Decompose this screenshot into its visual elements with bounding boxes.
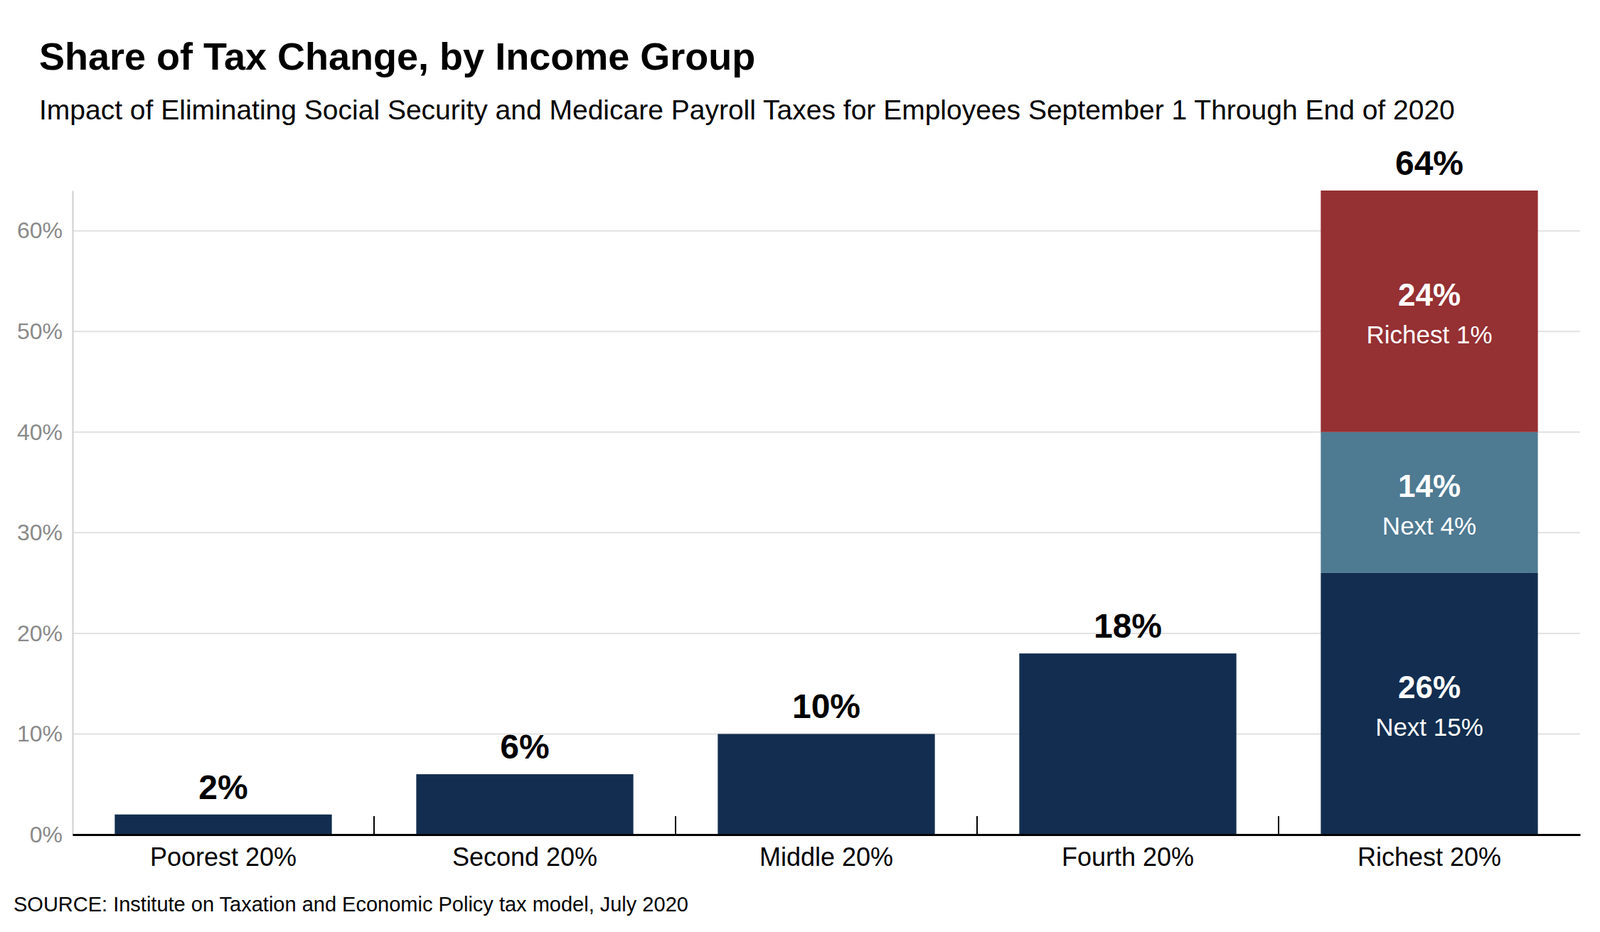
y-tick: 40% <box>17 418 73 445</box>
data-labels: 2% 6% 10% 18% 26% Next 15% 14% Next 4% 24% Riches… <box>198 144 1492 807</box>
x-tick: Fourth 20% <box>1061 834 1194 872</box>
x-tick: Middle 20% <box>759 834 894 872</box>
y-tick: 0% <box>29 822 73 848</box>
y-tick-label: 50% <box>17 318 63 345</box>
bar <box>1320 432 1538 574</box>
segment-name: Richest 1% <box>1366 320 1492 349</box>
y-tick: 50% <box>17 318 73 345</box>
y-tick-label: 30% <box>17 519 63 546</box>
x-tick-label: Richest 20% <box>1357 842 1502 872</box>
bar <box>1019 653 1236 835</box>
category-separator <box>674 816 677 835</box>
x-tick: Poorest 20% <box>150 834 297 872</box>
x-tick-label: Fourth 20% <box>1061 842 1194 872</box>
y-axis-line <box>72 191 74 836</box>
category-separators <box>374 816 1279 835</box>
y-tick-label: 40% <box>17 418 63 445</box>
subtitle: Impact of Eliminating Social Security an… <box>39 94 1455 126</box>
bar <box>717 733 935 835</box>
x-tick-label: Middle 20% <box>759 842 894 872</box>
x-tick: Second 20% <box>452 834 598 872</box>
segment-label: 26% <box>1398 669 1461 705</box>
title: Share of Tax Change, by Income Group <box>39 34 756 78</box>
y-tick-label: 0% <box>29 822 63 848</box>
value-label: 18% <box>1093 607 1162 645</box>
y-tick: 30% <box>17 519 73 546</box>
y-tick: 20% <box>17 620 73 647</box>
segment-label: 24% <box>1398 277 1461 313</box>
bar <box>1320 190 1538 433</box>
value-label: 10% <box>792 687 861 726</box>
bar <box>114 814 332 835</box>
y-tick: 10% <box>17 721 73 747</box>
x-axis-line <box>73 834 1581 837</box>
segment-label: 14% <box>1398 468 1461 504</box>
total-label: 64% <box>1395 144 1464 183</box>
segment-name: Next 4% <box>1382 512 1477 540</box>
x-tick-label: Second 20% <box>452 842 598 872</box>
x-tick: Richest 20% <box>1357 834 1502 872</box>
y-tick-label: 10% <box>17 721 63 747</box>
category-separator <box>373 816 375 835</box>
value-label: 6% <box>499 728 549 766</box>
x-tick-label: Poorest 20% <box>150 842 297 872</box>
bar <box>1320 573 1538 835</box>
y-axis: 0% 10% 20% 30% 40% 50% 60% <box>17 191 74 848</box>
y-tick-label: 60% <box>17 217 63 244</box>
grid-line <box>72 834 1581 836</box>
chart: Share of Tax Change, by Income Group Impa… <box>0 0 1600 932</box>
y-tick-label: 20% <box>17 620 63 647</box>
bar <box>416 774 633 835</box>
category-separator <box>1277 816 1280 835</box>
y-tick: 60% <box>17 217 73 244</box>
x-axis: Poorest 20% Second 20% Middle 20% Fourth 20… <box>73 834 1581 872</box>
source: SOURCE: Institute on Taxation and Econom… <box>13 893 689 916</box>
category-separator <box>976 816 978 835</box>
value-label: 2% <box>198 768 248 807</box>
segment-name: Next 15% <box>1375 713 1484 741</box>
bars <box>114 190 1538 835</box>
